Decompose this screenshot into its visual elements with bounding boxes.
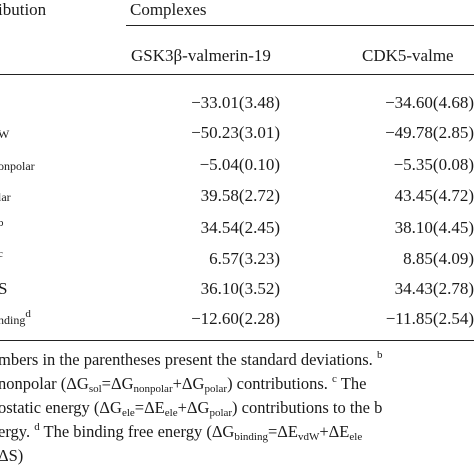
footnote-line-3: ostatic energy (ΔGele=ΔEele+ΔGpolar) con… [0, 398, 383, 419]
row-label-subscript: nding [0, 313, 26, 327]
row-label: W [0, 123, 9, 143]
cell-gsk3: −5.04(0.10) [199, 155, 280, 174]
cell-gsk3: 39.58(2.72) [200, 186, 280, 205]
col-header-gsk3: GSK3β-valmerin-19 [131, 46, 271, 65]
cell-cdk5: 34.43(2.78) [394, 279, 474, 298]
row-label-subscript: W [0, 127, 10, 141]
footnote-line-4: ergy. d The binding free energy (ΔGbindi… [0, 421, 363, 443]
cell-cdk5: 43.45(4.72) [394, 186, 474, 205]
header-complexes: Complexes [130, 0, 207, 19]
row-label-subscript: onpolar [0, 159, 35, 173]
cell-cdk5: 8.85(4.09) [403, 249, 474, 268]
cell-gsk3: 6.57(3.23) [209, 249, 280, 268]
cell-gsk3: −12.60(2.28) [191, 309, 280, 328]
row-label-superscript: c [0, 248, 3, 260]
row-label: onpolar [0, 155, 35, 175]
cell-cdk5: −49.78(2.85) [385, 123, 474, 142]
row-label-subscript: lar [0, 190, 11, 204]
header-contribution: ibution [0, 0, 47, 19]
cell-cdk5: −5.35(0.08) [393, 155, 474, 174]
cell-cdk5: −34.60(4.68) [385, 93, 474, 112]
row-label-superscript: d [25, 308, 31, 320]
cell-cdk5: −11.85(2.54) [385, 309, 474, 328]
row-label: b [0, 217, 4, 238]
row-label-main: S [0, 279, 8, 298]
row-label: lar [0, 186, 11, 206]
header-group-rule [126, 25, 474, 27]
row-label: c [0, 248, 3, 269]
footnote-line-1: mbers in the parentheses present the sta… [0, 349, 383, 369]
cell-cdk5: 38.10(4.45) [394, 218, 474, 237]
footnote-line-2: nonpolar (ΔGsol=ΔGnonpolar+ΔGpolar) cont… [0, 373, 367, 395]
col-header-cdk5: CDK5-valme [362, 46, 454, 65]
row-label: S [0, 279, 7, 299]
row-label: ndingd [0, 308, 31, 329]
table-bottom-rule [0, 340, 474, 342]
cell-gsk3: −33.01(3.48) [191, 93, 280, 112]
cell-gsk3: 36.10(3.52) [200, 279, 280, 298]
row-label-superscript: b [0, 217, 4, 229]
cell-gsk3: −50.23(3.01) [191, 123, 280, 142]
footnote-line-5: ΔS) [0, 446, 24, 465]
cell-gsk3: 34.54(2.45) [200, 218, 280, 237]
header-bottom-rule [0, 74, 474, 76]
